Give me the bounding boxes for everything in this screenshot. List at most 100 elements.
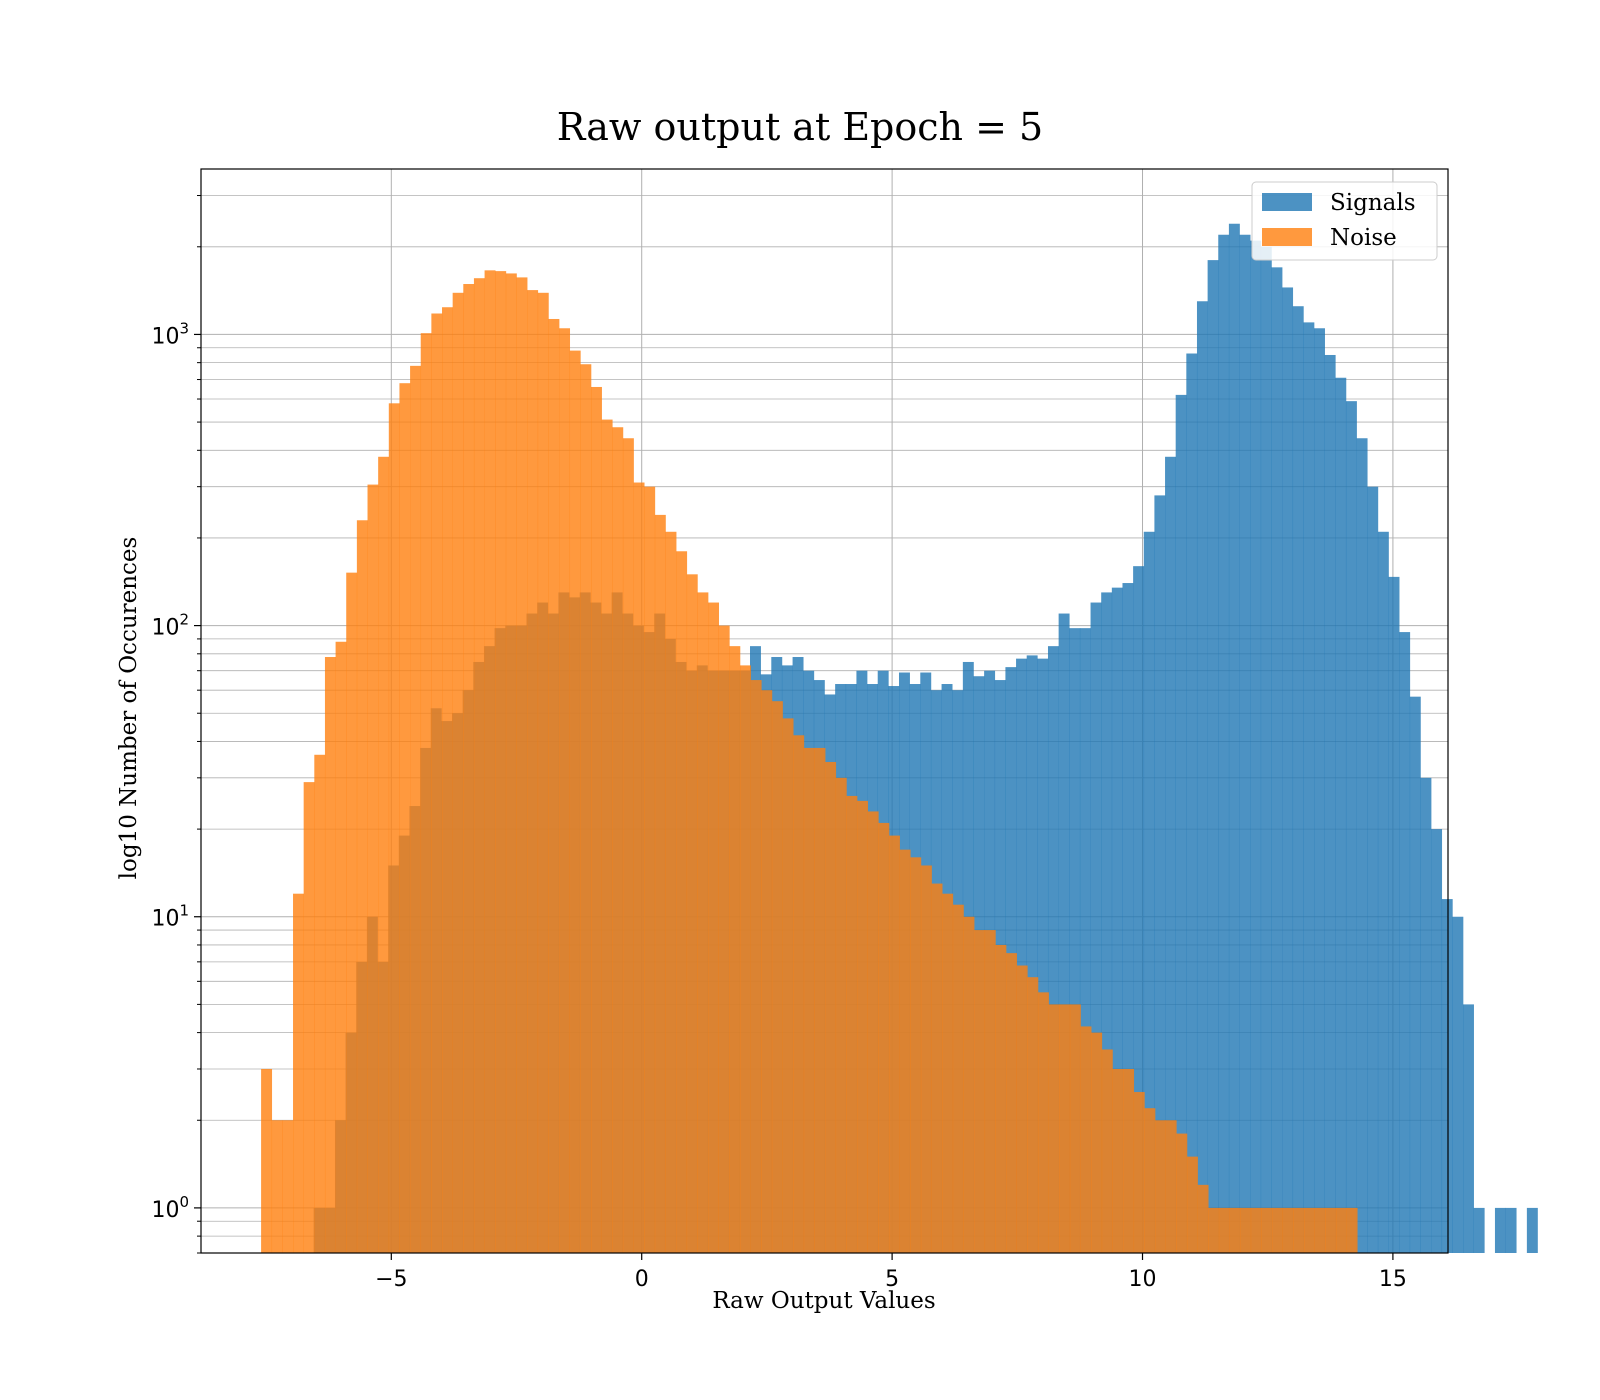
histogram-bar-signals [1526,1207,1538,1253]
histogram-bar-noise [1325,1207,1337,1253]
histogram-bar-noise [282,1120,294,1253]
legend-swatch-noise [1262,228,1312,246]
histogram-bar-noise [1304,1207,1315,1253]
histogram-bar-signals [1431,829,1443,1253]
histogram-bar-noise [591,386,602,1253]
histogram-bar-signals [1143,531,1155,1253]
histogram-bar-noise [388,403,400,1253]
histogram-bar-noise [899,849,911,1253]
histogram-bar-noise [697,592,709,1253]
histogram-bar-noise [1080,1026,1092,1253]
histogram-bar-signals [1069,628,1081,1253]
histogram-bar-noise [1144,1108,1156,1253]
histogram-bar-noise [1346,1207,1358,1253]
histogram-bar-noise [1006,953,1017,1253]
histogram-bar-noise [293,893,304,1253]
histogram-bar-signals [1101,592,1113,1253]
histogram-bar-noise [942,893,954,1253]
histogram-bar-noise [324,657,336,1253]
histogram-bar-signals [1239,234,1251,1253]
histogram-bar-noise [452,292,464,1253]
histogram-bar-signals [1016,658,1027,1253]
chart-title: Raw output at Epoch = 5 [557,105,1043,149]
x-axis-ticks: −5 0 5 10 15 [375,1253,1407,1292]
histogram-bar-signals [1079,628,1091,1253]
histogram-bar-noise [1314,1207,1326,1253]
histogram-bar-signals [1218,234,1230,1253]
histogram-bar-noise [559,328,571,1253]
histogram-bar-signals [1345,401,1357,1253]
histogram-bar-signals [1207,260,1219,1254]
histogram-bar-signals [1420,777,1432,1253]
histogram-bar-signals [1282,287,1294,1253]
histogram-bar-signals [1175,394,1187,1253]
noise-bars [261,270,1358,1254]
histogram-bar-noise [580,364,592,1254]
histogram-bar-signals [1377,531,1389,1253]
legend-label-signals: Signals [1330,190,1416,216]
histogram-bar-noise [931,883,943,1253]
x-tick-label: 10 [1129,1267,1157,1292]
histogram-bar-signals [1388,576,1400,1253]
histogram-bar-noise [612,427,624,1253]
histogram-bar-noise [739,665,751,1253]
histogram-bar-noise [686,574,698,1253]
histogram-bar-noise [1261,1207,1273,1253]
histogram-bar-noise [505,273,517,1253]
legend-swatch-signals [1262,193,1312,211]
histogram-bar-noise [622,438,634,1253]
histogram-bar-signals [1399,632,1411,1253]
histogram-bar-noise [537,292,549,1253]
histogram-bar-signals [1271,267,1283,1254]
histogram-bar-noise [750,680,762,1253]
histogram-bar-signals [1047,646,1059,1253]
histogram-bar-noise [1335,1207,1347,1253]
histogram-bar-noise [803,747,815,1253]
histogram-bar-noise [271,1120,283,1253]
histogram-bar-noise [761,690,773,1253]
histogram-bar-noise [261,1068,273,1253]
histogram-bar-noise [995,944,1007,1253]
histogram-bar-noise [878,822,890,1253]
histogram-bar-noise [644,486,656,1253]
histogram-bar-noise [782,718,794,1253]
histogram-bar-noise [1048,1004,1060,1253]
histogram-bar-signals [1463,1004,1474,1253]
histogram-bar-noise [1016,965,1028,1253]
histogram-bar-signals [1452,916,1464,1253]
x-tick-label: 15 [1379,1267,1407,1292]
histogram-bar-noise [463,284,475,1253]
histogram-bar-signals [1037,658,1049,1253]
histogram-bar-signals [1196,301,1208,1254]
histogram-bar-noise [1240,1207,1252,1253]
histogram-bar-noise [888,835,900,1253]
histogram-bar-signals [1058,613,1070,1253]
histogram-bar-noise [569,350,581,1253]
legend: Signals Noise [1251,181,1438,261]
y-axis-label: log10 Number of Occurences [116,537,142,880]
x-axis-label: Raw Output Values [712,1288,935,1314]
histogram-bar-signals [1367,486,1379,1253]
histogram-bar-noise [1123,1068,1135,1253]
histogram-bar-noise [867,811,879,1253]
histogram-bar-noise [410,365,422,1253]
histogram-bar-noise [1250,1207,1262,1253]
histogram-bar-noise [473,278,485,1253]
histogram-bar-noise [378,456,390,1253]
histogram-bar-noise [484,270,496,1253]
histogram-bar-noise [1176,1133,1188,1253]
histogram-bar-noise [665,531,677,1253]
histogram-bar-noise [1059,1004,1071,1253]
histogram-bar-noise [1112,1068,1124,1253]
y-tick-label: 100 [151,1193,189,1223]
legend-label-noise: Noise [1330,225,1397,251]
histogram-bar-noise [1218,1207,1230,1253]
x-tick-label: −5 [375,1267,407,1292]
histogram-bar-noise [974,930,986,1253]
histogram-bar-noise [601,419,613,1253]
histogram-bar-signals [1250,240,1262,1253]
histogram-bar-noise [1282,1207,1294,1253]
histogram-bar-noise [963,916,975,1253]
histogram-bar-signals [1260,246,1272,1254]
